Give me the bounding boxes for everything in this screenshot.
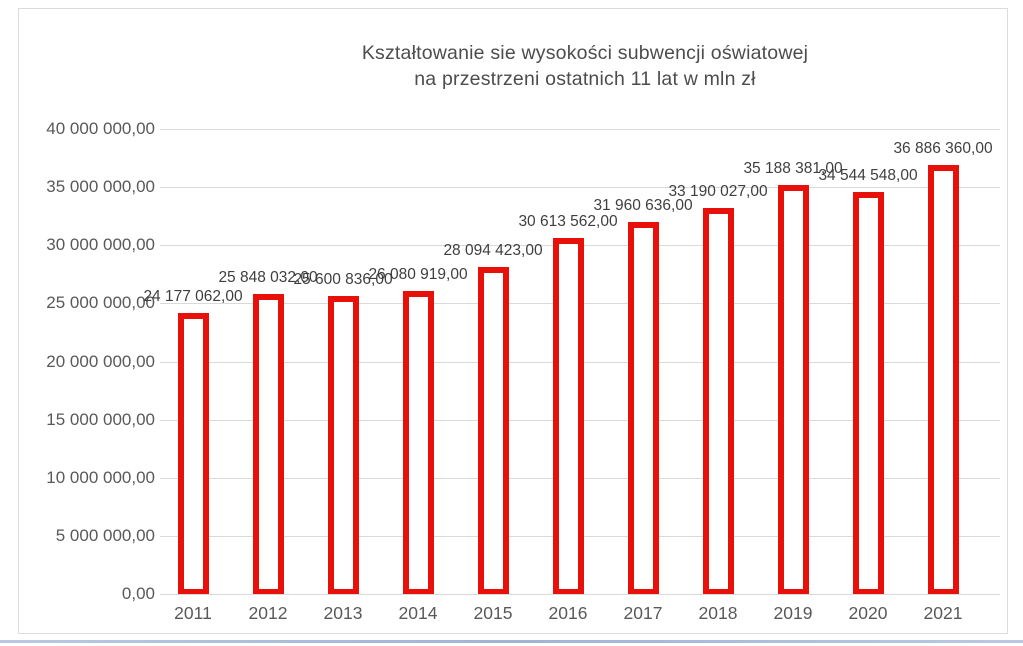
- gridline: [160, 187, 1000, 189]
- y-axis-tick-label: 40 000 000,00: [46, 119, 155, 138]
- bar-2019: [777, 185, 809, 594]
- y-axis-tick-label: 5 000 000,00: [55, 525, 155, 545]
- y-axis-tick-label: 0,00: [121, 584, 155, 603]
- x-axis-tick-label: 2016: [548, 603, 588, 623]
- y-axis-tick-label: 10 000 000,00: [46, 467, 155, 487]
- chart-title: Kształtowanie sie wysokości subwencji oś…: [160, 40, 1010, 92]
- bar-2011: [177, 313, 209, 594]
- bar-value-label: 30 613 562,00: [518, 213, 618, 230]
- bar-2012: [252, 294, 284, 594]
- bar-value-label: 25 848 032,00: [218, 269, 318, 286]
- y-axis-tick-label: 30 000 000,00: [46, 235, 155, 255]
- y-axis-tick-label: 25 000 000,00: [46, 293, 155, 313]
- chart-title-line2: na przestrzeni ostatnich 11 lat w mln zł: [414, 68, 756, 90]
- x-axis-tick-label: 2018: [698, 603, 738, 623]
- x-axis-tick-label: 2017: [623, 603, 663, 623]
- bottom-divider-line: [0, 640, 1023, 643]
- bar-2014: [402, 291, 434, 594]
- bar-value-label: 34 544 548,00: [818, 167, 918, 184]
- bar-2021: [927, 165, 959, 594]
- x-axis-tick-label: 2013: [323, 603, 363, 623]
- y-axis-tick-label: 15 000 000,00: [46, 409, 155, 429]
- bar-value-label: 24 177 062,00: [143, 288, 243, 305]
- chart-title-line1: Kształtowanie sie wysokości subwencji oś…: [361, 42, 809, 64]
- gridline: [160, 129, 1000, 130]
- x-axis-tick-label: 2012: [248, 603, 288, 623]
- bar-value-label: 36 886 360,00: [893, 140, 993, 157]
- bar-2017: [627, 222, 659, 594]
- x-axis-tick-label: 2019: [773, 603, 813, 623]
- x-axis-tick-label: 2015: [473, 603, 513, 623]
- gridline: [160, 594, 1000, 595]
- bar-value-label: 31 960 636,00: [593, 197, 693, 214]
- x-axis-tick-label: 2021: [923, 603, 963, 623]
- bar-2013: [327, 296, 359, 594]
- bar-2020: [852, 192, 884, 594]
- y-axis-tick-label: 35 000 000,00: [46, 177, 155, 197]
- bar-value-label: 35 188 381,00: [743, 160, 843, 177]
- bar-value-label: 25 600 836,00: [293, 271, 393, 288]
- bar-2015: [477, 267, 509, 594]
- x-axis-tick-label: 2014: [398, 603, 438, 623]
- x-axis-tick-label: 2011: [174, 603, 212, 623]
- bar-value-label: 26 080 919,00: [368, 266, 468, 283]
- bar-2018: [702, 208, 734, 594]
- y-axis-tick-label: 20 000 000,00: [46, 351, 155, 371]
- bar-2016: [552, 238, 584, 594]
- bar-value-label: 33 190 027,00: [668, 183, 768, 200]
- x-axis-tick-label: 2020: [848, 603, 888, 623]
- bar-value-label: 28 094 423,00: [443, 242, 543, 259]
